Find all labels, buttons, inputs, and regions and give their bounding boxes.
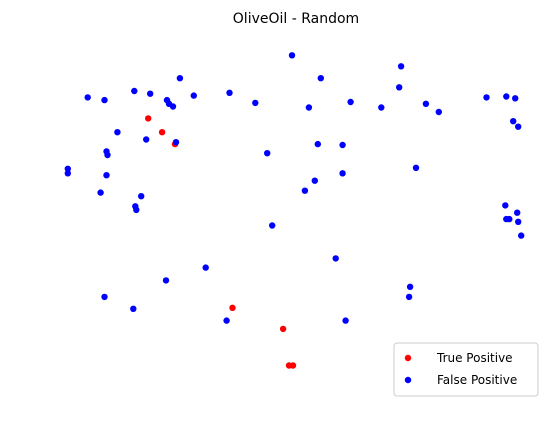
scatter-point-false-positive-55	[202, 264, 209, 271]
scatter-point-false-positive-29	[104, 151, 111, 159]
scatter-point-true-positive-0	[145, 115, 152, 122]
scatter-point-false-positive-16	[378, 104, 385, 111]
scatter-point-false-positive-2	[176, 75, 184, 82]
scatter-point-false-positive-33	[172, 139, 180, 146]
scatter-point-false-positive-45	[502, 202, 509, 209]
scatter-point-false-positive-22	[512, 95, 519, 102]
scatter-point-false-positive-43	[332, 255, 339, 262]
scatter-point-false-positive-41	[269, 222, 276, 229]
scatter-point-false-positive-17	[396, 84, 403, 91]
scatter-point-false-positive-20	[483, 94, 490, 101]
scatter-point-false-positive-44	[412, 164, 420, 171]
scatter-point-false-positive-4	[84, 94, 91, 101]
scatter-point-false-positive-26	[64, 165, 72, 172]
scatter-point-true-positive-3	[229, 304, 236, 311]
scatter-point-false-positive-21	[503, 93, 510, 100]
scatter-point-false-positive-11	[190, 92, 197, 99]
scatter-point-false-positive-32	[143, 136, 150, 143]
scatter-point-false-positive-36	[339, 141, 346, 149]
scatter-point-false-positive-19	[435, 108, 442, 116]
scatter-point-false-positive-50	[515, 218, 522, 225]
scatter-point-false-positive-40	[138, 193, 145, 200]
scatter-point-false-positive-3	[317, 75, 324, 82]
scatter-point-false-positive-7	[147, 90, 154, 97]
scatter-point-false-positive-34	[264, 150, 271, 157]
scatter-point-false-positive-37	[339, 170, 346, 177]
scatter-point-false-positive-42	[162, 277, 170, 284]
scatter-point-false-positive-53	[101, 293, 108, 301]
legend: True Positive False Positive	[393, 342, 539, 397]
scatter-point-false-positive-18	[422, 100, 430, 108]
scatter-point-false-positive-47	[506, 215, 513, 223]
scatter-point-false-positive-51	[114, 129, 121, 136]
scatter-point-false-positive-23	[510, 118, 517, 125]
chart-title: OliveOil - Random	[233, 11, 359, 27]
scatter-point-false-positive-5	[101, 96, 108, 104]
scatter-point-false-positive-14	[305, 104, 313, 111]
scatter-point-false-positive-6	[131, 87, 138, 95]
scatter-point-false-positive-1	[397, 63, 405, 70]
scatter-point-false-positive-15	[347, 98, 354, 106]
scatter-point-false-positive-35	[314, 140, 321, 148]
scatter-point-false-positive-10	[169, 103, 177, 110]
legend-marker-false-positive	[404, 376, 412, 384]
scatter-point-false-positive-49	[518, 232, 525, 239]
scatter-point-true-positive-4	[279, 325, 287, 333]
scatter-point-false-positive-13	[252, 99, 259, 107]
scatter-point-true-positive-1	[158, 129, 166, 136]
scatter-point-false-positive-58	[405, 293, 413, 301]
scatter-point-false-positive-39	[301, 187, 309, 194]
scatter-point-false-positive-12	[226, 89, 233, 97]
legend-label-true-positive: True Positive	[436, 351, 513, 365]
scatter-point-false-positive-52	[103, 172, 110, 179]
scatter-point-false-positive-54	[130, 305, 137, 312]
scatter-point-false-positive-59	[406, 283, 414, 290]
legend-marker-true-positive	[404, 354, 412, 362]
scatter-point-false-positive-57	[342, 317, 349, 324]
scatter-point-false-positive-48	[514, 209, 521, 216]
scatter-point-false-positive-56	[223, 317, 230, 324]
scatter-point-false-positive-24	[515, 123, 522, 130]
legend-frame	[393, 342, 539, 397]
scatter-point-false-positive-27	[97, 189, 104, 196]
scatter-point-false-positive-25	[64, 170, 72, 177]
scatter-point-true-positive-6	[289, 362, 297, 369]
scatter-point-false-positive-0	[288, 52, 296, 59]
scatter-point-false-positive-38	[311, 177, 318, 184]
plot-area	[64, 52, 525, 369]
legend-label-false-positive: False Positive	[437, 373, 517, 387]
scatter-point-false-positive-31	[133, 206, 140, 214]
